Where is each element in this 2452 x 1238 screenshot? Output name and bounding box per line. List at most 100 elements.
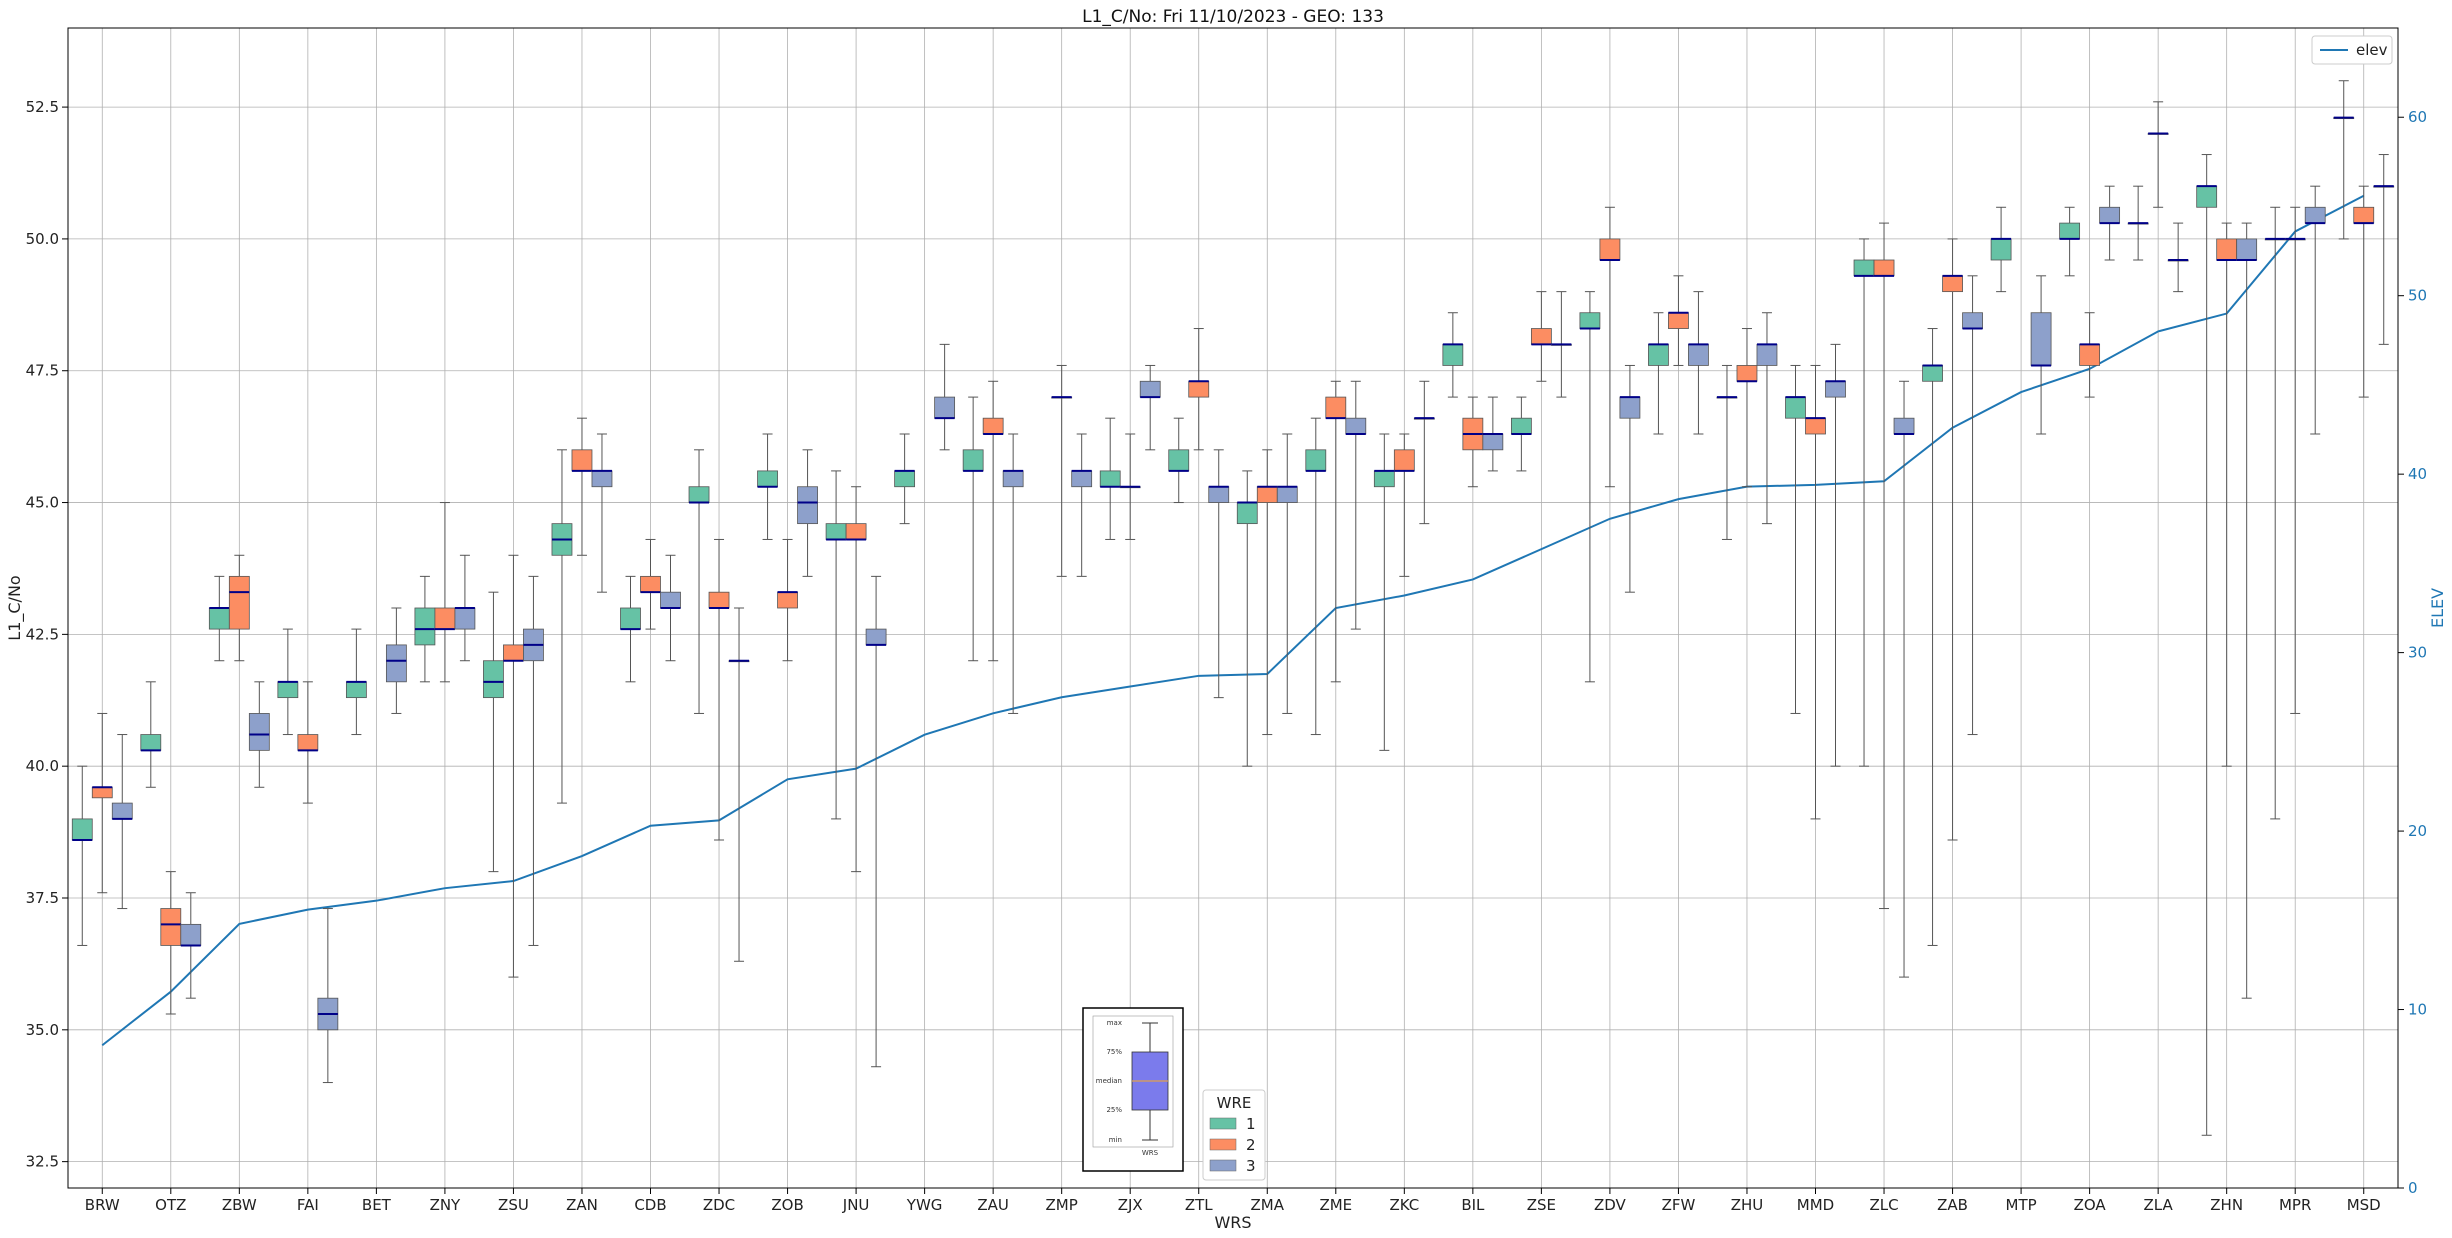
box-body <box>297 734 319 751</box>
box-BIL-wre1 <box>1442 312 1464 398</box>
x-tick-label: ZSE <box>1527 1196 1556 1214</box>
box-body <box>2079 343 2101 366</box>
box-body <box>982 417 1004 435</box>
box-body <box>2059 222 2081 240</box>
box-body <box>2304 206 2326 224</box>
box-CDB-wre2 <box>640 538 661 630</box>
box-body <box>503 644 524 662</box>
x-tick-label: MMD <box>1797 1196 1834 1214</box>
box-ZJX-wre3 <box>1139 364 1161 451</box>
box-ZAU-wre1 <box>962 396 984 662</box>
box-body <box>277 681 299 699</box>
box-ZLA-wre3 <box>2167 222 2189 293</box>
box-ZOA-wre3 <box>2099 185 2121 261</box>
box-body <box>1942 275 1963 293</box>
wre-legend-swatch-3 <box>1209 1159 1237 1172</box>
x-tick-label: OTZ <box>155 1196 186 1214</box>
box-body <box>825 523 847 540</box>
box-body <box>660 591 681 609</box>
box-body <box>2030 312 2052 366</box>
box-ZAN-wre2 <box>571 417 593 556</box>
box-body <box>2353 206 2375 224</box>
box-BRW-wre3 <box>111 734 133 910</box>
x-tick-label: ZTL <box>1185 1196 1213 1214</box>
box-body <box>1962 312 1983 329</box>
box-body <box>1002 470 1024 488</box>
box-ZOA-wre1 <box>2059 206 2081 277</box>
box-ZTL-wre2 <box>1188 328 1210 451</box>
box-MMD-wre3 <box>1825 343 1846 767</box>
gridlines <box>68 28 2398 1188</box>
box-ZSE-wre1 <box>1510 396 1532 472</box>
x-tick-label: ZLA <box>2144 1196 2174 1214</box>
box-body <box>845 523 867 540</box>
y-tick-label: 45.0 <box>26 494 59 512</box>
box-body <box>1619 396 1641 419</box>
box-key-label-median: median <box>1096 1077 1122 1085</box>
box-body <box>1668 312 1689 329</box>
box-body <box>91 786 113 799</box>
y2-axis-label: ELEV <box>2428 588 2447 628</box>
box-body <box>708 591 730 609</box>
box-ZHN-wre3 <box>2236 222 2258 999</box>
box-MTP-wre3 <box>2030 275 2052 435</box>
box-body <box>797 486 818 525</box>
box-BET-wre1 <box>345 628 367 736</box>
box-ZMA-wre3 <box>1276 433 1298 714</box>
x-tick-label: ZAU <box>977 1196 1009 1214</box>
y-tick-label: 47.5 <box>26 362 59 380</box>
box-body <box>180 923 202 946</box>
box-ZSE-wre2 <box>1530 291 1552 382</box>
box-FAI-wre3 <box>317 908 339 1084</box>
box-ZDC-wre2 <box>708 538 730 841</box>
box-ZAU-wre3 <box>1002 433 1024 714</box>
box-key-caption: WRS <box>1142 1149 1159 1157</box>
box-ZHN-wre2 <box>2216 222 2238 767</box>
box-body <box>2216 238 2238 261</box>
x-tick-label: ZME <box>1319 1196 1352 1214</box>
box-MPR-wre1 <box>2264 206 2286 820</box>
box-key-label-max: max <box>1107 1019 1122 1027</box>
y-ticks: 32.5 35.0 37.5 40.0 42.5 45.0 47.5 50.0 52.5 <box>26 98 68 1171</box>
box-body <box>1208 486 1230 503</box>
box-ZKC-wre2 <box>1393 433 1415 577</box>
wre-legend-title: WRE <box>1217 1094 1252 1112</box>
box-ZLC-wre1 <box>1853 238 1875 767</box>
box-YWG-wre3 <box>934 343 956 451</box>
box-body <box>1579 312 1601 329</box>
x-tick-label: BRW <box>85 1196 120 1214</box>
box-ZFW-wre2 <box>1668 275 1689 366</box>
box-key-inset: max 75% median 25% min WRS <box>1082 1007 1184 1172</box>
box-JNU-wre1 <box>825 470 847 820</box>
x-tick-label: JNU <box>842 1196 870 1214</box>
box-ZHU-wre1 <box>1716 364 1738 540</box>
wre-legend: WRE 1 2 3 <box>1202 1089 1266 1181</box>
box-ZHU-wre3 <box>1756 312 1778 525</box>
y-tick-label: 32.5 <box>26 1153 59 1171</box>
box-body <box>640 575 661 593</box>
box-ZMA-wre1 <box>1236 470 1258 767</box>
box-body <box>1139 380 1161 398</box>
box-body <box>1990 238 2012 261</box>
x-tick-label: ZMA <box>1251 1196 1285 1214</box>
boxes-layer <box>71 80 2395 1136</box>
box-MPR-wre3 <box>2304 185 2326 435</box>
x-axis-label: WRS <box>1214 1213 1251 1232</box>
box-ZAU-wre2 <box>982 380 1004 662</box>
box-ZAB-wre1 <box>1922 328 1943 946</box>
box-MMD-wre2 <box>1805 364 1826 820</box>
box-ZDV-wre3 <box>1619 364 1641 593</box>
box-key-label-min: min <box>1109 1136 1122 1144</box>
box-ZFW-wre1 <box>1648 312 1669 435</box>
y-tick-label: 37.5 <box>26 889 59 907</box>
box-BET-wre3 <box>385 607 407 714</box>
box-body <box>208 607 230 630</box>
box-ZMP-wre3 <box>1071 433 1093 577</box>
box-body <box>894 470 916 488</box>
box-body <box>483 660 504 699</box>
wre-legend-swatch-2 <box>1209 1138 1237 1151</box>
box-MPR-wre2 <box>2284 206 2306 714</box>
box-ZDV-wre2 <box>1599 206 1621 488</box>
box-body <box>1893 417 1915 435</box>
